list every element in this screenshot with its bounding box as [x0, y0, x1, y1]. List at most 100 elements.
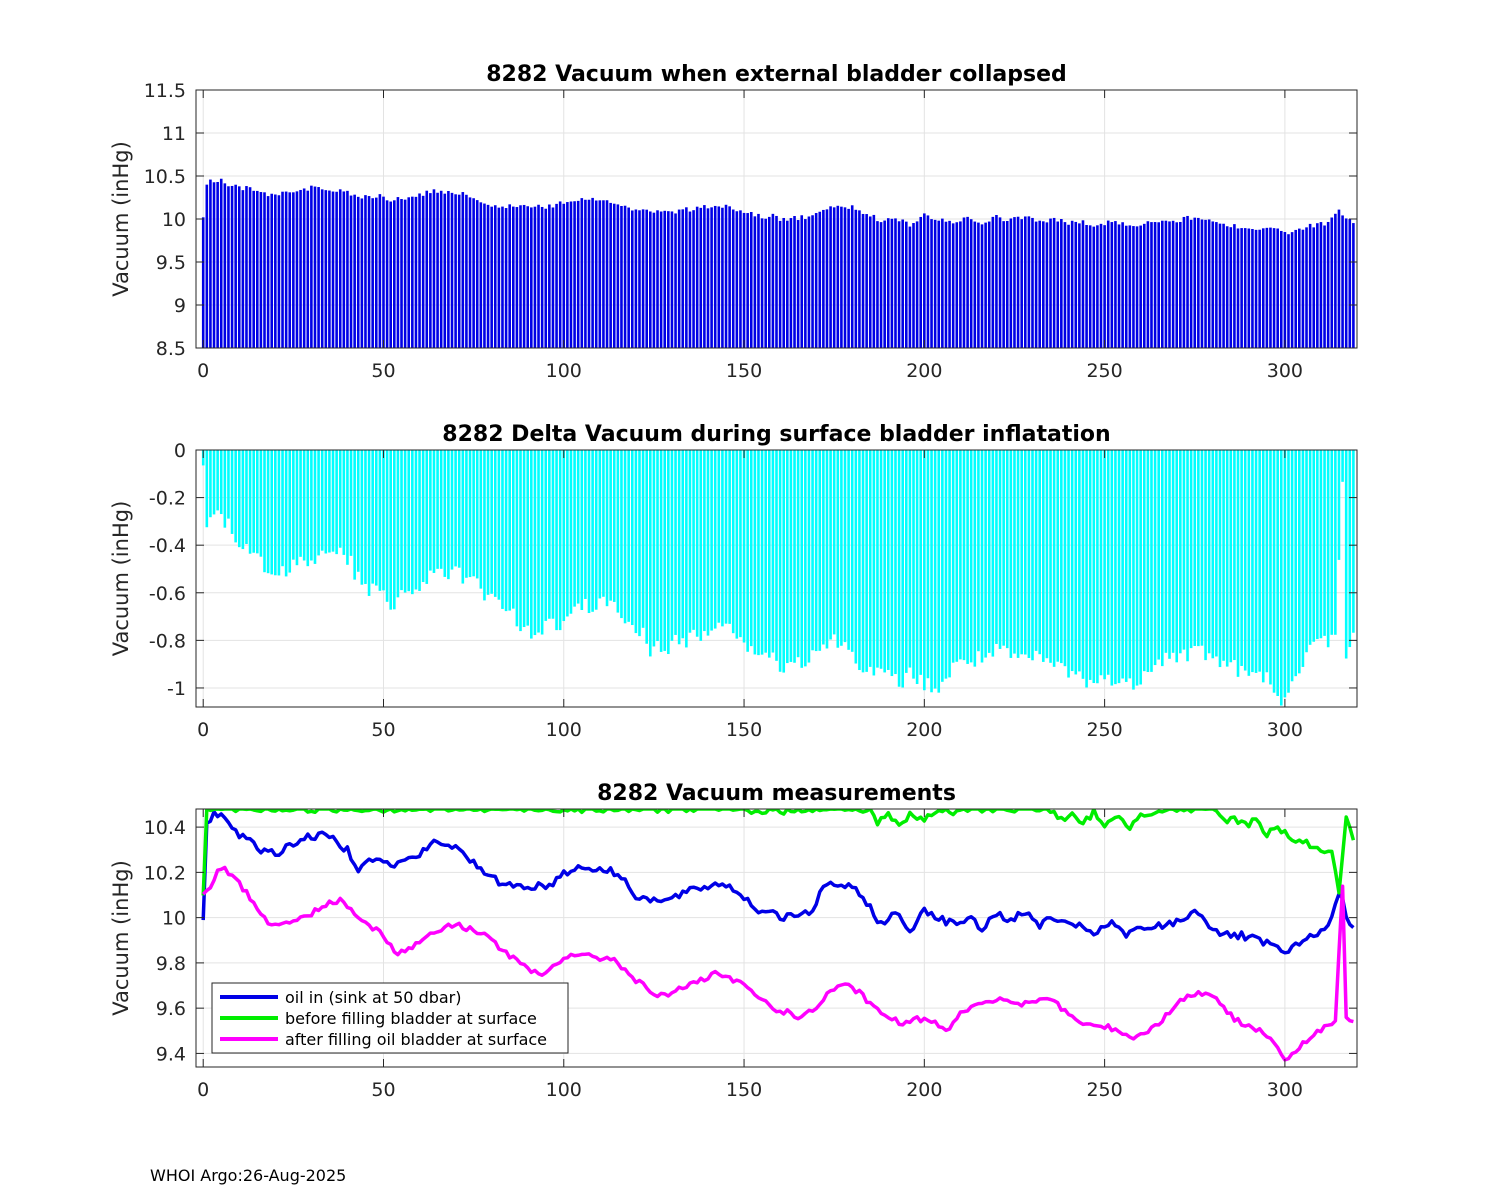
bar	[959, 450, 962, 660]
bar	[955, 222, 959, 348]
bar	[371, 198, 374, 348]
bar	[288, 450, 292, 573]
bar	[659, 211, 663, 348]
bar	[804, 450, 807, 667]
x-tick-label: 50	[371, 360, 395, 382]
y-axis-label: Vacuum (inHg)	[109, 141, 133, 297]
bar	[1013, 450, 1016, 654]
y-tick-label: -0.4	[149, 535, 186, 557]
bar	[1049, 218, 1052, 348]
bar	[995, 214, 998, 348]
bar	[1254, 450, 1258, 673]
bar	[1106, 450, 1110, 675]
bar	[1279, 230, 1283, 348]
bar	[465, 450, 468, 578]
bar	[627, 450, 630, 622]
bar	[255, 190, 259, 348]
bar	[649, 211, 652, 348]
bar	[807, 450, 811, 663]
bar	[1269, 227, 1272, 348]
bar	[1341, 215, 1344, 348]
bar	[274, 194, 277, 348]
bar	[248, 450, 252, 554]
legend: oil in (sink at 50 dbar) before filling b…	[211, 982, 569, 1054]
bar	[353, 450, 356, 580]
bar	[1034, 221, 1038, 348]
axes-frame	[195, 808, 1358, 1068]
bar	[1034, 450, 1038, 651]
bar	[338, 450, 342, 548]
bar	[501, 206, 504, 348]
bar	[558, 201, 562, 348]
bar	[551, 207, 555, 348]
bar	[515, 207, 519, 348]
bar	[497, 450, 501, 600]
y-tick-label: 9	[174, 295, 186, 317]
bar	[749, 211, 753, 348]
bar	[389, 450, 392, 610]
bar	[670, 211, 674, 348]
bar	[987, 450, 991, 653]
bar	[342, 191, 346, 348]
y-tick-label: -1	[167, 678, 186, 700]
bar	[1168, 221, 1171, 348]
bar	[1124, 225, 1128, 348]
bar	[569, 450, 573, 614]
bar	[663, 210, 667, 348]
bar	[695, 450, 699, 637]
bar	[1186, 215, 1189, 348]
bar	[486, 204, 490, 348]
bar	[1334, 213, 1337, 348]
bar	[223, 183, 227, 348]
bar	[876, 221, 879, 348]
bar	[886, 218, 890, 348]
bar	[641, 209, 645, 348]
bar	[1085, 225, 1088, 348]
bar	[501, 450, 504, 609]
bar	[515, 450, 519, 627]
bar	[1074, 450, 1078, 675]
bar	[977, 222, 980, 348]
bar	[555, 203, 558, 348]
x-tick-label: 50	[371, 1079, 395, 1101]
bar	[382, 196, 385, 348]
bar	[544, 208, 548, 348]
bar	[1106, 220, 1110, 348]
bar	[356, 450, 360, 572]
y-tick-label: 10	[162, 908, 186, 930]
bar	[591, 450, 594, 612]
bar	[786, 450, 789, 664]
bar	[688, 211, 692, 348]
bar	[493, 450, 497, 597]
bar	[504, 450, 508, 612]
bar	[984, 450, 987, 658]
axes-frame	[195, 449, 1358, 708]
bar	[566, 450, 569, 617]
bar	[1139, 225, 1142, 348]
bar	[1204, 450, 1207, 661]
series-line	[201, 809, 1355, 955]
bar	[1200, 219, 1204, 348]
bar	[266, 450, 270, 574]
bar	[767, 450, 771, 658]
bar	[544, 450, 548, 621]
bar	[418, 193, 421, 348]
bar	[313, 186, 317, 348]
bar	[407, 197, 411, 348]
bar	[230, 450, 234, 534]
bar	[310, 450, 313, 561]
x-tick-label: 100	[546, 360, 582, 382]
x-tick-label: 0	[197, 1079, 209, 1101]
bar	[858, 450, 861, 671]
bar	[739, 210, 742, 348]
bar-series	[201, 450, 1355, 706]
bar	[796, 220, 800, 348]
bar	[335, 191, 338, 348]
bar	[1348, 450, 1352, 648]
y-tick-label: -0.2	[149, 488, 186, 510]
bar	[753, 216, 757, 348]
bar	[216, 181, 219, 348]
bar	[713, 450, 717, 629]
bar	[1189, 450, 1193, 649]
bar	[1114, 221, 1117, 348]
